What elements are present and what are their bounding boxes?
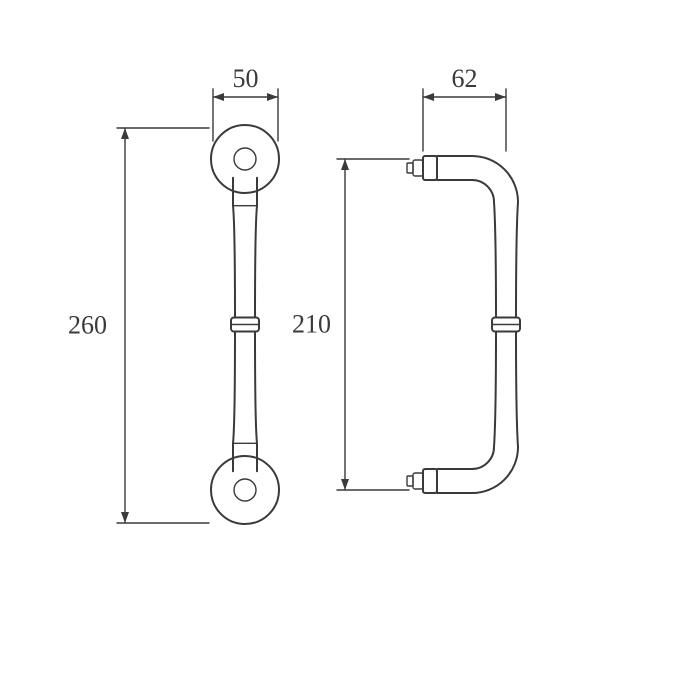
front-view: [211, 125, 279, 524]
dim-50: 50: [233, 64, 259, 93]
dimension-lines: [117, 89, 506, 523]
dim-62: 62: [452, 64, 478, 93]
dim-260: 260: [68, 311, 107, 340]
dim-210: 210: [292, 310, 331, 339]
side-view: [407, 156, 520, 493]
technical-drawing: 260 210 50 62: [0, 0, 700, 700]
